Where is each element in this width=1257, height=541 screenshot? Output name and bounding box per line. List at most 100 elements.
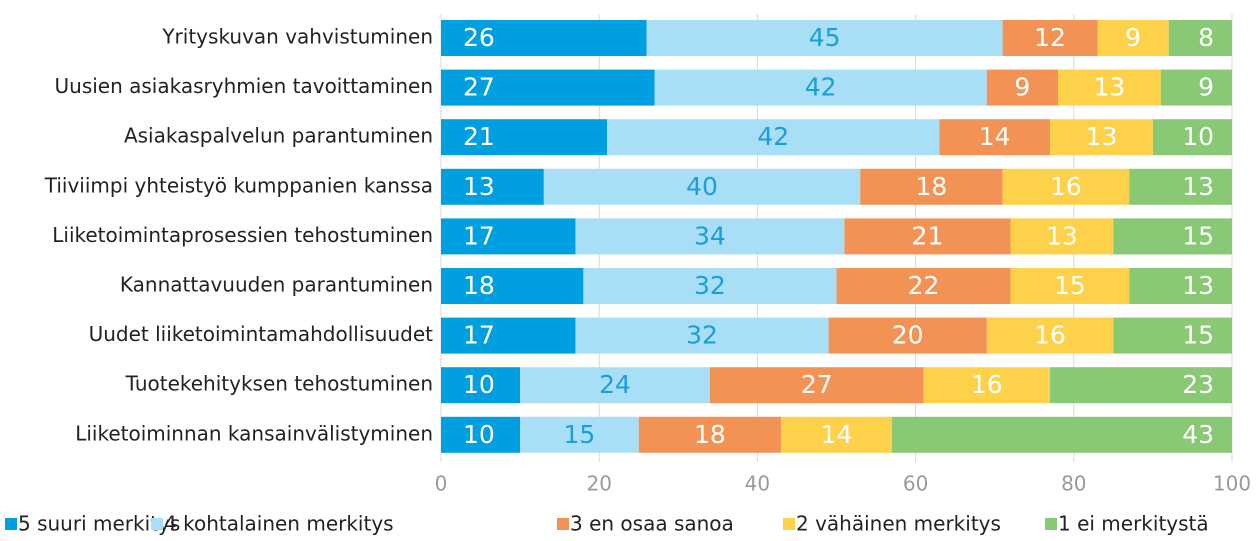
data-label: 14 xyxy=(821,420,853,449)
bar-segment xyxy=(520,367,710,404)
bar-segment xyxy=(1010,268,1130,304)
data-label: 18 xyxy=(916,172,948,201)
data-label: 21 xyxy=(463,122,495,151)
legend-label: 2 vähäinen merkitys xyxy=(796,512,1001,536)
bar-segment xyxy=(1057,69,1161,106)
data-label: 45 xyxy=(809,23,841,52)
data-label: 9 xyxy=(1198,73,1214,102)
data-label: 43 xyxy=(1182,420,1214,449)
bar-segment xyxy=(583,268,837,304)
x-tick-label: 0 xyxy=(435,472,448,496)
bar-segment xyxy=(1113,218,1232,255)
data-label: 32 xyxy=(694,271,726,300)
data-label: 23 xyxy=(1182,370,1214,399)
bar-segment xyxy=(638,416,782,453)
bar-segment xyxy=(520,416,639,453)
category-label: Tiiviimpi yhteistyö kumppanien kanssa xyxy=(44,173,433,197)
data-label: 21 xyxy=(912,221,944,250)
bar-segment xyxy=(646,20,1003,56)
legend-label: 4 kohtalainen merkitys xyxy=(164,512,394,536)
bar-segment xyxy=(986,317,1114,354)
legend-swatch xyxy=(783,518,795,530)
bar-segment xyxy=(543,168,861,205)
x-tick-label: 60 xyxy=(903,472,928,496)
bar-segment xyxy=(828,317,987,354)
data-label: 14 xyxy=(979,122,1011,151)
bar-segment xyxy=(654,69,987,106)
bar-segment xyxy=(441,416,521,453)
bar-segment xyxy=(836,268,1011,304)
bar-segment xyxy=(1129,168,1232,205)
x-tick-label: 100 xyxy=(1213,472,1251,496)
category-label: Kannattavuuden parantuminen xyxy=(120,273,433,297)
bar-segment xyxy=(781,416,892,453)
data-label: 27 xyxy=(801,370,833,399)
bar-segment xyxy=(441,20,647,56)
bar-segment xyxy=(441,367,521,404)
data-label: 13 xyxy=(1046,221,1078,250)
data-label: 27 xyxy=(463,73,495,102)
data-label: 24 xyxy=(599,370,631,399)
legend-label: 3 en osaa sanoa xyxy=(570,512,734,536)
category-label: Liiketoimintaprosessien tehostuminen xyxy=(52,223,433,247)
data-label: 8 xyxy=(1198,23,1214,52)
data-label: 42 xyxy=(805,73,837,102)
data-label: 15 xyxy=(564,420,596,449)
data-label: 16 xyxy=(1034,321,1066,350)
bar-segment xyxy=(441,218,576,255)
category-label: Uudet liiketoimintamahdollisuudet xyxy=(89,322,434,346)
data-label: 15 xyxy=(1182,321,1214,350)
bar-segment xyxy=(441,268,584,304)
data-label: 40 xyxy=(686,172,718,201)
bar-segment xyxy=(709,367,924,404)
data-label: 22 xyxy=(908,271,940,300)
bar-segment xyxy=(844,218,1011,255)
data-label: 10 xyxy=(463,370,495,399)
category-label: Asiakaspalvelun parantuminen xyxy=(124,124,433,148)
bar-segment xyxy=(1129,268,1232,304)
bar-segment xyxy=(923,367,1051,404)
data-label: 13 xyxy=(463,172,495,201)
bar-segment xyxy=(986,69,1058,106)
bar-segment xyxy=(939,119,1051,156)
data-label: 10 xyxy=(1182,122,1214,151)
bar-segment xyxy=(891,416,1232,453)
category-label: Uusien asiakasryhmien tavoittaminen xyxy=(55,74,434,98)
bar-segment xyxy=(441,69,655,106)
data-label: 12 xyxy=(1034,23,1066,52)
bar-segment xyxy=(1002,168,1130,205)
bar-segment xyxy=(1050,367,1232,404)
data-label: 13 xyxy=(1086,122,1118,151)
legend-swatch xyxy=(1045,518,1057,530)
category-label: Yrityskuvan vahvistuminen xyxy=(161,25,433,49)
data-label: 16 xyxy=(1050,172,1082,201)
bar-segment xyxy=(1168,20,1232,56)
data-label: 32 xyxy=(686,321,718,350)
legend-swatch xyxy=(5,518,17,530)
data-label: 42 xyxy=(757,122,789,151)
bar-segment xyxy=(575,218,845,255)
data-label: 13 xyxy=(1182,271,1214,300)
data-label: 34 xyxy=(694,221,726,250)
legend-label: 1 ei merkitystä xyxy=(1058,512,1209,536)
x-tick-label: 80 xyxy=(1061,472,1086,496)
bar-segment xyxy=(575,317,829,354)
data-label: 18 xyxy=(463,271,495,300)
data-label: 17 xyxy=(463,321,495,350)
bar-segment xyxy=(607,119,940,156)
bar-segment xyxy=(1002,20,1098,56)
data-label: 9 xyxy=(1014,73,1030,102)
data-label: 9 xyxy=(1125,23,1141,52)
x-tick-label: 20 xyxy=(586,472,611,496)
data-label: 15 xyxy=(1054,271,1086,300)
data-label: 20 xyxy=(892,321,924,350)
legend-swatch xyxy=(151,518,163,530)
data-label: 26 xyxy=(463,23,495,52)
data-label: 13 xyxy=(1182,172,1214,201)
bar-segment xyxy=(860,168,1003,205)
data-label: 15 xyxy=(1182,221,1214,250)
x-tick-label: 40 xyxy=(745,472,770,496)
data-label: 13 xyxy=(1093,73,1125,102)
bar-segment xyxy=(1097,20,1169,56)
